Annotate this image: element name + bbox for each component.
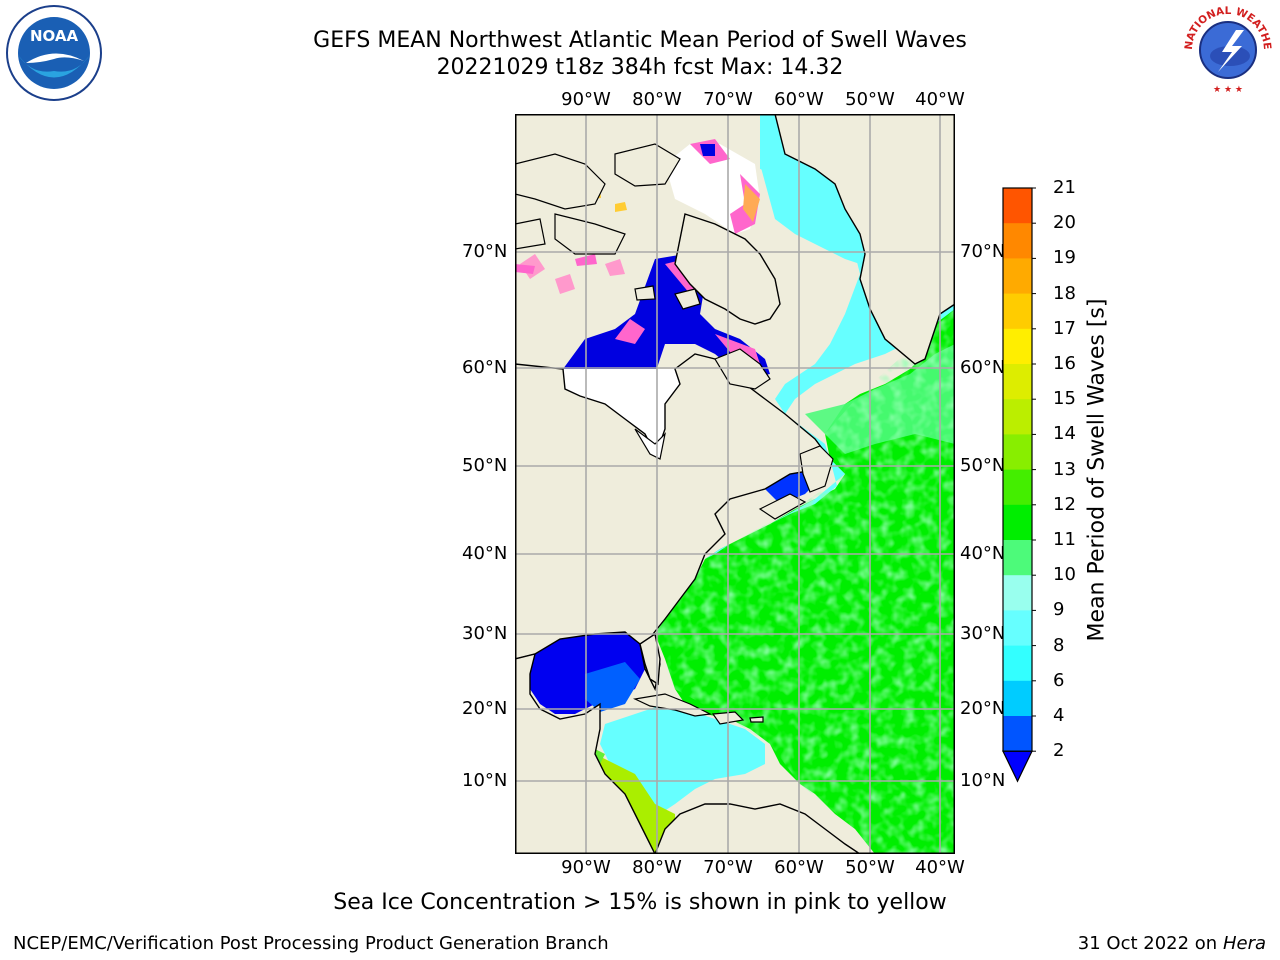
colorbar-segment	[1003, 399, 1032, 435]
colorbar-tick-label: 11	[1053, 529, 1076, 550]
colorbar-segment	[1003, 258, 1032, 295]
colorbar-tick-label: 2	[1053, 740, 1065, 762]
colorbar-segment	[1003, 540, 1032, 576]
south-america	[654, 803, 862, 854]
colorbar-tick-label: 20	[1053, 212, 1076, 234]
lon-label-top-40w: 40°W	[915, 89, 965, 110]
lon-label-bottom-70w: 70°W	[703, 857, 753, 878]
lat-label-left-20n: 20°N	[462, 698, 508, 719]
lat-label-left-60n: 60°N	[462, 357, 508, 378]
colorbar-segment	[1003, 364, 1032, 400]
lat-label-left-50n: 50°N	[462, 455, 508, 476]
colorbar-extend-arrow	[1002, 750, 1033, 783]
colorbar-segment	[1003, 223, 1032, 259]
colorbar-segment	[1003, 328, 1032, 365]
colorbar-tick-label: 6	[1053, 669, 1065, 691]
sea-ice-caption: Sea Ice Concentration > 15% is shown in …	[333, 890, 947, 915]
noaa-logo: NOAA	[6, 5, 102, 101]
chart-title: GEFS MEAN Northwest Atlantic Mean Period…	[313, 28, 967, 53]
colorbar-segment	[1003, 188, 1032, 224]
lat-label-left-30n: 30°N	[462, 623, 508, 644]
lat-label-right-10n: 10°N	[960, 770, 1006, 791]
colorbar-tick-label: 10	[1053, 564, 1076, 586]
footer-host: Hera	[1222, 933, 1266, 954]
colorbar-tick-label: 9	[1053, 599, 1065, 621]
colorbar-tick-label: 15	[1053, 388, 1076, 410]
lon-label-bottom-80w: 80°W	[632, 857, 682, 878]
map-gridlines	[515, 114, 955, 854]
lon-label-bottom-60w: 60°W	[774, 857, 824, 878]
greenland	[774, 114, 955, 365]
cuba	[632, 693, 713, 717]
newfoundland	[799, 445, 834, 493]
colorbar-segment	[1003, 716, 1032, 752]
colorbar-tick-label: 21	[1053, 177, 1076, 198]
lat-label-left-10n: 10°N	[462, 770, 508, 791]
colorbar-tick-label: 13	[1053, 458, 1076, 480]
lat-label-right-40n: 40°N	[960, 543, 1006, 564]
lat-label-left-70n: 70°N	[462, 241, 508, 262]
noaa-logo-text: NOAA	[30, 27, 79, 45]
lon-label-top-90w: 90°W	[561, 89, 611, 110]
colorbar-tick-label: 18	[1053, 282, 1076, 304]
lon-label-top-60w: 60°W	[774, 89, 824, 110]
colorbar-tick-label: 12	[1053, 493, 1076, 515]
hudson-bay	[563, 254, 770, 379]
svg-text:★ ★ ★: ★ ★ ★	[1213, 85, 1243, 95]
lon-label-bottom-50w: 50°W	[845, 857, 895, 878]
colorbar-segment	[1003, 504, 1032, 541]
lon-label-top-70w: 70°W	[703, 89, 753, 110]
colorbar-segment	[1003, 293, 1032, 330]
nws-logo: NATIONAL WEATHER SERVICE ★ ★ ★	[1176, 0, 1276, 98]
colorbar-tick-label: 14	[1053, 423, 1076, 445]
colorbar	[1002, 187, 1036, 783]
colorbar-segment	[1003, 434, 1032, 471]
central-america	[515, 653, 656, 854]
footer-date: 31 Oct 2022 on	[1077, 933, 1223, 954]
lat-label-right-30n: 30°N	[960, 623, 1006, 644]
chart-subtitle: 20221029 t18z 384h fcst Max: 14.32	[436, 55, 844, 80]
map-panel	[515, 114, 955, 854]
colorbar-segment	[1003, 610, 1032, 647]
map-frame	[515, 114, 955, 854]
lon-label-top-50w: 50°W	[845, 89, 895, 110]
colorbar-segment	[1003, 575, 1032, 611]
lon-label-bottom-40w: 40°W	[915, 857, 965, 878]
lat-label-right-20n: 20°N	[960, 698, 1006, 719]
footer-right: 31 Oct 2022 on Hera	[1078, 933, 1266, 954]
lat-label-right-60n: 60°N	[960, 357, 1006, 378]
footer-left: NCEP/EMC/Verification Post Processing Pr…	[13, 933, 609, 954]
lat-label-right-50n: 50°N	[960, 455, 1006, 476]
colorbar-segment	[1003, 680, 1032, 717]
colorbar-tick-label: 4	[1053, 705, 1065, 726]
colorbar-tick-label: 19	[1053, 247, 1076, 269]
colorbar-tick-label: 8	[1053, 634, 1065, 656]
colorbar-label: Mean Period of Swell Waves [s]	[1084, 298, 1110, 642]
colorbar-tick-label: 16	[1053, 353, 1076, 374]
colorbar-tick-label: 17	[1053, 317, 1076, 339]
lat-label-right-70n: 70°N	[960, 241, 1006, 262]
hudson-bay-ice	[563, 369, 680, 454]
lat-label-left-40n: 40°N	[462, 543, 508, 564]
colorbar-segment	[1003, 469, 1032, 506]
lon-label-bottom-90w: 90°W	[561, 857, 611, 878]
colorbar-segment	[1003, 645, 1032, 682]
lon-label-top-80w: 80°W	[632, 89, 682, 110]
